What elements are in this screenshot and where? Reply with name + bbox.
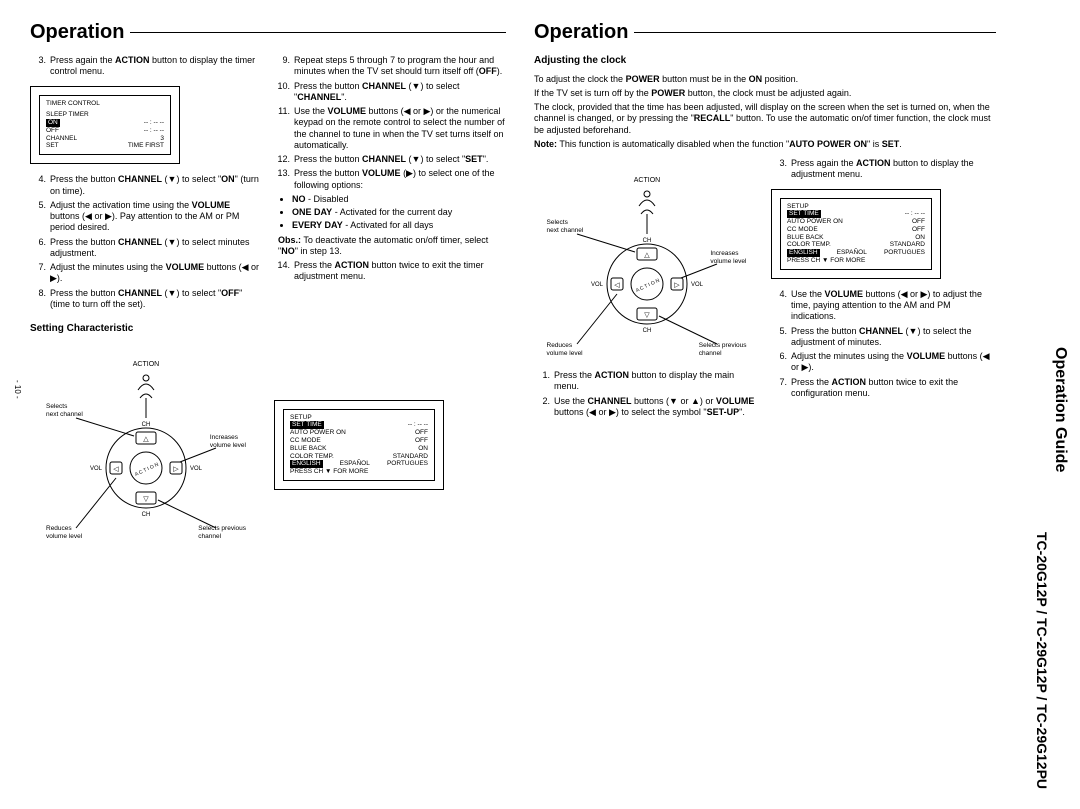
remote-diagram-left: A C T I O N △ ▽ ◁ ▷ CH CH VOL VOL ACTION… <box>46 348 246 548</box>
steps-b: 4.Press the button CHANNEL (▼) to select… <box>30 174 262 310</box>
bullet-item: EVERY DAY - Activated for all days <box>292 220 506 231</box>
left-page: Operation 3.Press again the ACTION butto… <box>30 20 520 750</box>
steps-right-left: 1.Press the ACTION button to display the… <box>534 370 759 418</box>
setup-box-left: SETUP SET TIME-- : -- -- AUTO POWER ONOF… <box>274 400 444 490</box>
right-page: Operation Adjusting the clock To adjust … <box>520 20 1010 750</box>
steps-c: 9.Repeat steps 5 through 7 to program th… <box>274 55 506 191</box>
svg-text:▷: ▷ <box>173 466 179 473</box>
page-number: - 10 - <box>12 380 22 399</box>
step-item: 14.Press the ACTION button twice to exit… <box>274 260 506 283</box>
svg-text:VOL: VOL <box>190 466 203 472</box>
off-label: OFF <box>46 127 59 135</box>
intro-1: To adjust the clock the POWER button mus… <box>534 74 996 85</box>
sidebar: Operation Guide TC-20G12P / TC-29G12P / … <box>1044 30 1070 789</box>
on-label: ON <box>46 119 60 127</box>
note: Note: This function is automatically dis… <box>534 139 996 150</box>
timer-control-box: TIMER CONTROL SLEEP TIMER ON -- : -- -- O… <box>30 86 180 165</box>
step-item: 3.Press again the ACTION button to displ… <box>771 158 996 181</box>
step-item: 6.Press the button CHANNEL (▼) to select… <box>30 237 262 260</box>
set-label: SET <box>46 142 59 150</box>
step-item: 11.Use the VOLUME buttons (◀ or ▶) or th… <box>274 106 506 151</box>
svg-text:△: △ <box>644 252 650 259</box>
svg-text:A C T I O N: A C T I O N <box>134 461 160 477</box>
step-item: 7.Adjust the minutes using the VOLUME bu… <box>30 262 262 285</box>
step-item: 7.Press the ACTION button twice to exit … <box>771 377 996 400</box>
off-val: -- : -- -- <box>144 127 164 135</box>
step-item: 3.Press again the ACTION button to displ… <box>30 55 262 78</box>
svg-text:◁: ◁ <box>614 282 620 289</box>
svg-text:ACTION: ACTION <box>133 361 159 368</box>
svg-text:ACTION: ACTION <box>633 177 659 184</box>
step-item: 4.Press the button CHANNEL (▼) to select… <box>30 174 262 197</box>
intro-2: If the TV set is turn off by the POWER b… <box>534 88 996 99</box>
setup-box-right: SETUP SET TIME-- : -- -- AUTO POWER ONOF… <box>771 189 941 279</box>
ch-label: CHANNEL <box>46 135 77 143</box>
steps-a: 3.Press again the ACTION button to displ… <box>30 55 262 78</box>
svg-text:A C T I O N: A C T I O N <box>635 278 661 294</box>
heading-left: Operation <box>30 20 506 45</box>
bullet-item: ONE DAY - Activated for the current day <box>292 207 506 218</box>
step-item: 5.Press the button CHANNEL (▼) to select… <box>771 326 996 349</box>
svg-text:▽: ▽ <box>644 312 650 319</box>
step-14: 14.Press the ACTION button twice to exit… <box>274 260 506 283</box>
sidebar-title: Operation Guide <box>1050 347 1070 472</box>
svg-text:VOL: VOL <box>90 466 103 472</box>
set-val: TIME FIRST <box>128 142 164 150</box>
step-item: 4.Use the VOLUME buttons (◀ or ▶) to adj… <box>771 289 996 323</box>
remote-diagram-right: A C T I O N △ ▽ ◁ ▷ CH CH VOL VOL ACTION… <box>547 164 747 364</box>
step-item: 12.Press the button CHANNEL (▼) to selec… <box>274 154 506 165</box>
ch-val: 3 <box>160 135 164 143</box>
svg-text:VOL: VOL <box>590 282 603 288</box>
adjusting-clock-heading: Adjusting the clock <box>534 55 996 68</box>
step-item: 8.Press the button CHANNEL (▼) to select… <box>30 288 262 311</box>
svg-text:CH: CH <box>142 422 151 428</box>
bullet-item: NO - Disabled <box>292 194 506 205</box>
heading-rule <box>130 32 506 33</box>
heading-right: Operation <box>534 20 996 45</box>
step-item: 1.Press the ACTION button to display the… <box>534 370 759 393</box>
svg-text:◁: ◁ <box>113 466 119 473</box>
svg-text:CH: CH <box>642 238 651 244</box>
step-item: 6.Adjust the minutes using the VOLUME bu… <box>771 351 996 374</box>
step-item: 5.Adjust the activation time using the V… <box>30 200 262 234</box>
svg-text:△: △ <box>143 436 149 443</box>
heading-rule <box>634 32 996 33</box>
svg-text:VOL: VOL <box>691 282 704 288</box>
svg-text:CH: CH <box>142 512 151 518</box>
step-item: 10.Press the button CHANNEL (▼) to selec… <box>274 81 506 104</box>
svg-text:▽: ▽ <box>143 496 149 503</box>
intro-3: The clock, provided that the time has be… <box>534 102 996 136</box>
options-list: NO - Disabled ONE DAY - Activated for the… <box>274 194 506 232</box>
step-item: 13.Press the button VOLUME (▶) to select… <box>274 168 506 191</box>
svg-text:CH: CH <box>642 328 651 334</box>
sidebar-models: TC-20G12P / TC-29G12P / TC-29G12PU <box>1033 532 1051 789</box>
on-val: -- : -- -- <box>144 119 164 127</box>
sleep-timer: SLEEP TIMER <box>46 111 164 119</box>
svg-text:▷: ▷ <box>674 282 680 289</box>
heading-text: Operation <box>30 20 124 45</box>
heading-text: Operation <box>534 20 628 45</box>
steps-right-r2: 4.Use the VOLUME buttons (◀ or ▶) to adj… <box>771 289 996 399</box>
step-item: 2.Use the CHANNEL buttons (▼ or ▲) or VO… <box>534 396 759 419</box>
timer-title: TIMER CONTROL <box>46 100 164 108</box>
setting-characteristic-heading: Setting Characteristic <box>30 323 506 336</box>
steps-right-r1: 3.Press again the ACTION button to displ… <box>771 158 996 181</box>
step-item: 9.Repeat steps 5 through 7 to program th… <box>274 55 506 78</box>
obs-note: Obs.: To deactivate the automatic on/off… <box>274 235 506 258</box>
